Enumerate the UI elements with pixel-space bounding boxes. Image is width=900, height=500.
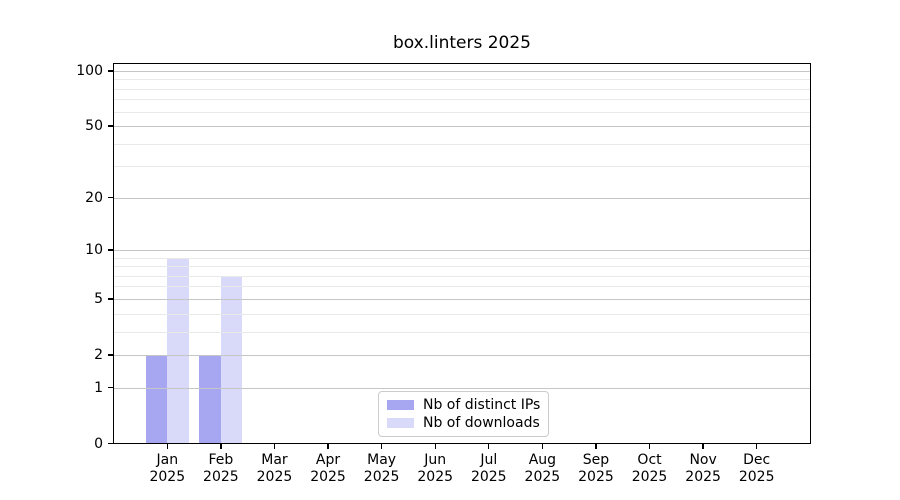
legend-label: Nb of downloads	[423, 415, 540, 431]
x-tick-month: Nov	[689, 451, 717, 468]
x-tick-year: 2025	[578, 468, 614, 485]
x-axis-tick	[220, 443, 222, 449]
x-axis-tick	[434, 443, 436, 449]
x-tick-month: May	[367, 451, 397, 468]
bar-nb-of-downloads-feb	[220, 275, 243, 444]
gridline-major	[114, 387, 810, 389]
x-axis-tick	[756, 443, 758, 449]
legend: Nb of distinct IPs Nb of downloads	[378, 391, 550, 437]
y-axis-tick	[108, 354, 113, 356]
x-tick-year: 2025	[417, 468, 454, 485]
x-tick-year: 2025	[149, 468, 186, 485]
x-axis-tick	[595, 443, 597, 449]
x-tick-month: Sep	[582, 451, 610, 468]
x-tick-label: Mar 2025	[244, 452, 304, 486]
y-axis-tick	[108, 125, 113, 127]
x-axis-tick	[166, 443, 168, 449]
legend-item: Nb of downloads	[387, 415, 540, 431]
x-tick-year: 2025	[631, 468, 668, 485]
gridline-minor	[114, 286, 810, 288]
x-tick-year: 2025	[524, 468, 561, 485]
x-tick-label: Jul 2025	[459, 452, 519, 486]
x-tick-month: Oct	[637, 451, 662, 468]
gridline-major	[114, 298, 810, 300]
x-tick-year: 2025	[363, 468, 400, 485]
legend-swatch	[387, 418, 414, 428]
x-tick-label: Jan 2025	[137, 452, 197, 486]
gridline-major	[114, 249, 810, 251]
y-axis-tick	[108, 70, 113, 72]
x-axis-tick	[488, 443, 490, 449]
gridline-minor	[114, 88, 810, 90]
x-tick-label: Oct 2025	[620, 452, 680, 486]
x-tick-year: 2025	[310, 468, 346, 485]
x-tick-month: Feb	[208, 451, 234, 468]
x-tick-month: Apr	[315, 451, 341, 468]
x-tick-month: Mar	[261, 451, 288, 468]
gridline-minor	[114, 143, 810, 145]
x-tick-year: 2025	[685, 468, 721, 485]
x-axis-tick	[541, 443, 544, 449]
gridline-minor	[114, 257, 810, 259]
x-tick-label: Nov 2025	[673, 452, 733, 486]
bar-nb-of-distinct-ips-jan	[145, 354, 168, 444]
gridline-major	[114, 70, 810, 72]
y-axis-tick	[108, 249, 113, 251]
x-tick-year: 2025	[256, 468, 293, 485]
x-tick-label: Aug 2025	[512, 452, 572, 486]
x-tick-year: 2025	[203, 468, 239, 485]
gridline-minor	[114, 166, 810, 168]
y-axis-tick	[108, 298, 113, 300]
x-tick-month: Aug	[528, 451, 557, 468]
legend-swatch	[387, 400, 414, 410]
y-tick-label: 100	[76, 62, 103, 79]
bar-nb-of-distinct-ips-feb	[199, 354, 221, 444]
gridline-minor	[114, 99, 810, 101]
x-tick-month: Dec	[743, 451, 771, 468]
x-axis-tick	[273, 443, 276, 449]
gridline-major	[114, 354, 810, 356]
gridline-major	[114, 126, 810, 128]
x-tick-month: Jan	[156, 451, 179, 468]
gridline-minor	[114, 79, 810, 81]
gridline-minor	[114, 313, 810, 315]
x-tick-label: Sep 2025	[566, 452, 626, 486]
y-tick-label: 5	[94, 290, 103, 307]
x-tick-label: Dec 2025	[727, 452, 787, 486]
x-tick-year: 2025	[738, 468, 775, 485]
x-axis-tick	[648, 443, 651, 449]
legend-label: Nb of distinct IPs	[423, 397, 541, 413]
y-tick-label: 10	[85, 241, 103, 258]
gridline-minor	[114, 111, 810, 113]
bar-nb-of-downloads-jan	[167, 257, 189, 444]
y-tick-label: 50	[85, 118, 103, 135]
y-axis-tick	[108, 197, 113, 199]
chart-title: box.linters 2025	[393, 33, 531, 53]
x-axis-tick	[702, 443, 704, 449]
x-tick-year: 2025	[470, 468, 507, 485]
x-tick-month: Jun	[424, 451, 447, 468]
x-tick-label: May 2025	[352, 452, 412, 486]
y-axis-tick	[108, 442, 113, 445]
y-tick-label: 2	[94, 346, 103, 363]
gridline-major	[114, 197, 810, 199]
legend-item: Nb of distinct IPs	[387, 397, 540, 413]
x-tick-label: Jun 2025	[405, 452, 465, 486]
y-tick-label: 1	[94, 379, 103, 396]
gridline-minor	[114, 275, 810, 277]
x-axis-tick	[327, 443, 329, 449]
gridline-minor	[114, 331, 810, 333]
y-axis-tick	[108, 386, 113, 389]
x-tick-label: Feb 2025	[191, 452, 251, 486]
y-tick-label: 20	[85, 189, 103, 206]
gridline-minor	[114, 266, 810, 268]
x-tick-month: Jul	[480, 451, 498, 468]
x-tick-label: Apr 2025	[298, 452, 358, 486]
y-tick-label: 0	[94, 435, 103, 452]
x-axis-tick	[380, 443, 383, 449]
